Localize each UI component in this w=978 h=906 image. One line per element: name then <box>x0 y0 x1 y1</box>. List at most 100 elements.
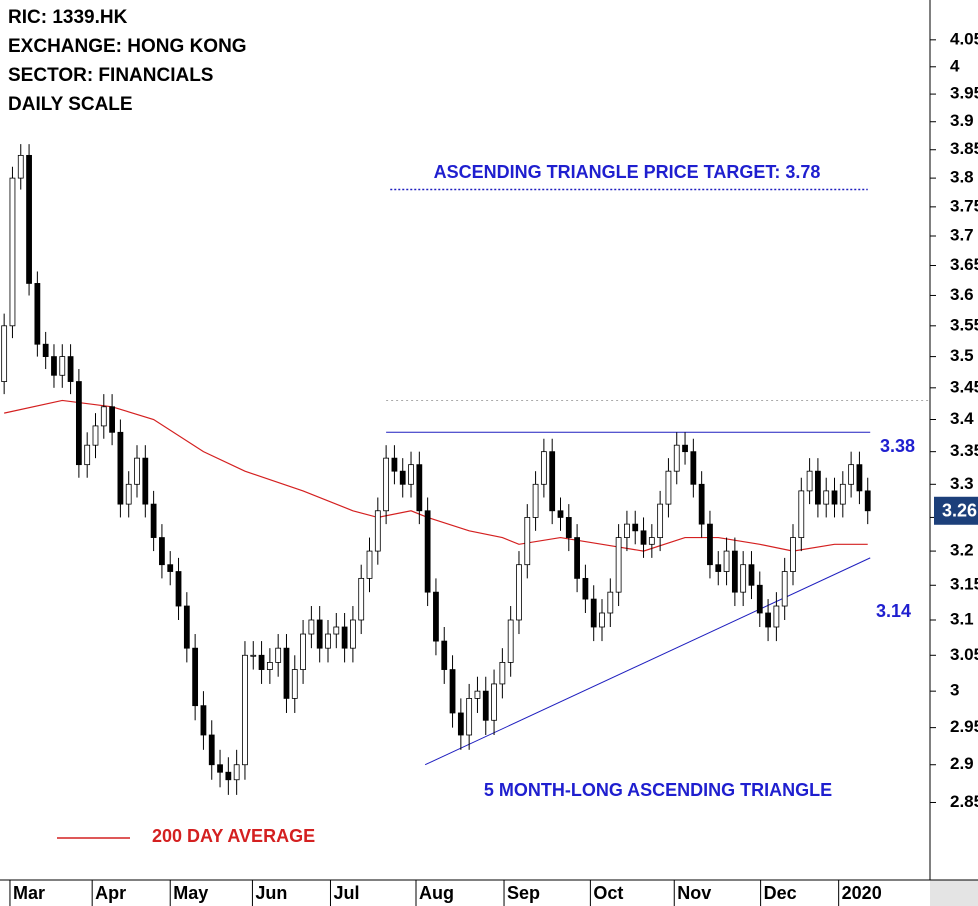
candle-body <box>615 537 622 593</box>
candle-body <box>9 177 16 327</box>
candle-body <box>391 457 398 472</box>
candle-body <box>1 325 8 382</box>
candle-body <box>117 431 124 505</box>
candle-body <box>524 517 531 566</box>
y-tick-label: 3.9 <box>950 111 974 130</box>
y-tick-label: 3.15 <box>950 575 978 594</box>
x-tick-label: May <box>173 883 208 903</box>
candle-body <box>682 444 688 453</box>
candle-body <box>632 523 639 532</box>
y-tick-label: 3.1 <box>950 609 974 628</box>
moving-average <box>4 399 868 552</box>
candle-body <box>275 647 282 663</box>
candle-body <box>773 605 780 628</box>
candle-body <box>59 356 66 376</box>
candle-body <box>316 619 323 649</box>
candle-body <box>839 483 846 505</box>
candle-body <box>242 654 248 766</box>
x-tick-label: Sep <box>507 883 540 903</box>
candle-body <box>266 662 273 670</box>
last-price-label: 3.26 <box>942 501 977 521</box>
y-tick-label: 3.6 <box>950 285 974 304</box>
candle-body <box>84 444 91 466</box>
candle-body <box>51 356 57 376</box>
candle-body <box>790 537 796 572</box>
candle-body <box>233 764 240 781</box>
x-tick-label: Nov <box>677 883 711 903</box>
candle-body <box>433 591 439 642</box>
candle-body <box>599 612 605 628</box>
x-tick-label: Mar <box>13 883 45 903</box>
candle-body <box>864 490 871 512</box>
candle-body <box>167 564 174 572</box>
x-tick-label: Oct <box>593 883 623 903</box>
y-tick-label: 4 <box>950 56 960 75</box>
candle-body <box>283 647 290 699</box>
y-tick-label: 2.9 <box>950 754 974 773</box>
candle-body <box>308 619 315 635</box>
y-tick-label: 3 <box>950 681 959 700</box>
candle-body <box>424 510 431 593</box>
candle-body <box>125 483 132 505</box>
y-tick-label: 3.5 <box>950 346 974 365</box>
candle-body <box>765 612 771 628</box>
candle-body <box>806 470 813 492</box>
candle-body <box>823 490 830 505</box>
info-line: DAILY SCALE <box>8 94 133 115</box>
candle-body <box>657 503 664 538</box>
candle-body <box>441 640 448 670</box>
y-tick-label: 3.8 <box>950 168 974 187</box>
candle-body <box>848 464 855 485</box>
candle-body <box>291 669 298 699</box>
y-tick-label: 3.55 <box>950 315 978 334</box>
y-tick-label: 3.7 <box>950 225 974 244</box>
candle-body <box>250 654 257 657</box>
y-tick-label: 3.4 <box>950 409 974 428</box>
candle-body <box>707 523 713 566</box>
candle-body <box>217 764 223 773</box>
candle-body <box>159 537 165 566</box>
candle-body <box>175 571 182 607</box>
candle-body <box>648 537 655 545</box>
y-tick-label: 2.95 <box>950 717 978 736</box>
candle-body <box>325 633 331 649</box>
candle-body <box>565 517 572 538</box>
info-line: RIC: 1339.HK <box>8 7 128 28</box>
candle-body <box>416 464 423 512</box>
candle-body <box>466 698 473 736</box>
pattern-label: 5 MONTH-LONG ASCENDING TRIANGLE <box>484 780 832 800</box>
candle-body <box>798 490 805 538</box>
y-tick-label: 3.35 <box>950 441 978 460</box>
plot-layer <box>1 144 930 795</box>
candle-body <box>582 577 589 600</box>
candle-body <box>499 662 506 685</box>
candle-body <box>150 503 157 538</box>
candle-body <box>673 444 680 472</box>
x-tick-label: Dec <box>764 883 797 903</box>
candle-body <box>42 343 49 357</box>
candle-body <box>192 647 199 707</box>
candle-body <box>358 577 365 621</box>
info-line: SECTOR: FINANCIALS <box>8 65 213 86</box>
y-tick-label: 3.05 <box>950 645 978 664</box>
legend-label: 200 DAY AVERAGE <box>152 826 315 846</box>
resistance-label: 3.38 <box>880 436 915 456</box>
candle-body <box>715 564 722 572</box>
candle-body <box>740 564 747 593</box>
x-tick-label: Apr <box>95 883 126 903</box>
candle-body <box>748 564 755 586</box>
candle-body <box>399 470 406 485</box>
candle-body <box>366 550 373 579</box>
y-tick-label: 3.95 <box>950 84 978 103</box>
candle-body <box>482 690 489 721</box>
candle-body <box>831 490 838 505</box>
candle-body <box>781 571 788 607</box>
candle-body <box>374 510 381 552</box>
candle-body <box>574 537 580 579</box>
candle-body <box>183 605 190 649</box>
candle-body <box>540 451 547 485</box>
y-tick-label: 4.05 <box>950 29 978 48</box>
y-tick-label: 3.2 <box>950 541 974 560</box>
